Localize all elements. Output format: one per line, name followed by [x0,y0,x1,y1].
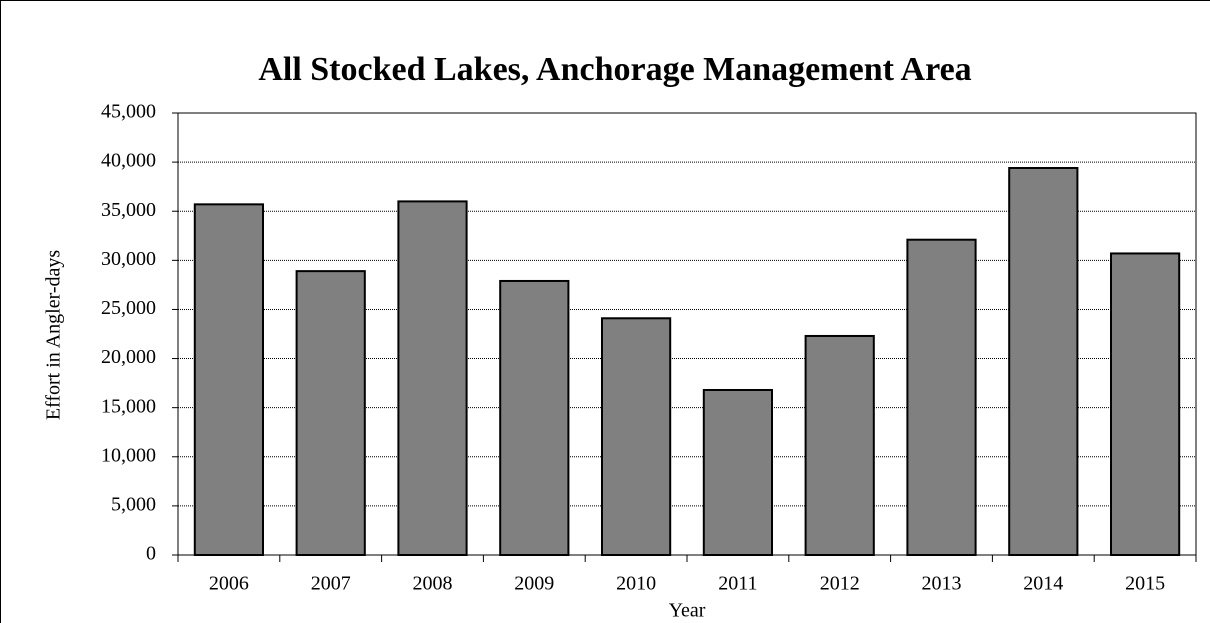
y-tick-label: 45,000 [101,101,156,123]
y-tick-label: 5,000 [111,493,156,515]
x-tick-label: 2011 [718,573,757,595]
x-tick-label: 2012 [820,573,860,595]
x-axis-label: Year [669,600,706,622]
y-tick-label: 10,000 [101,444,156,466]
bar [702,388,774,556]
x-tick-label: 2006 [209,573,249,595]
y-tick-label: 30,000 [101,248,156,270]
bar [906,238,977,556]
bar [193,203,265,556]
y-tick-label: 35,000 [101,199,156,221]
bar [600,317,672,557]
bar [397,200,468,556]
bar [1109,252,1181,557]
y-tick-label: 25,000 [101,297,156,319]
bar [1008,167,1079,556]
bar [499,279,570,556]
x-tick-label: 2013 [922,573,962,595]
chart-title: All Stocked Lakes, Anchorage Management … [258,51,971,88]
x-tick-label: 2010 [616,573,656,595]
bar [804,334,875,556]
x-tick-label: 2008 [413,573,453,595]
y-tick-label: 0 [146,543,156,565]
x-tick-label: 2007 [311,573,351,595]
x-tick-label: 2014 [1023,573,1063,595]
y-tick-label: 40,000 [101,150,156,172]
x-tick-label: 2015 [1125,573,1165,595]
x-tick-label: 2009 [514,573,554,595]
y-tick-label: 15,000 [101,395,156,417]
y-axis-label: Effort in Angler-days [43,250,65,421]
y-tick-label: 20,000 [101,346,156,368]
bar [295,270,366,556]
